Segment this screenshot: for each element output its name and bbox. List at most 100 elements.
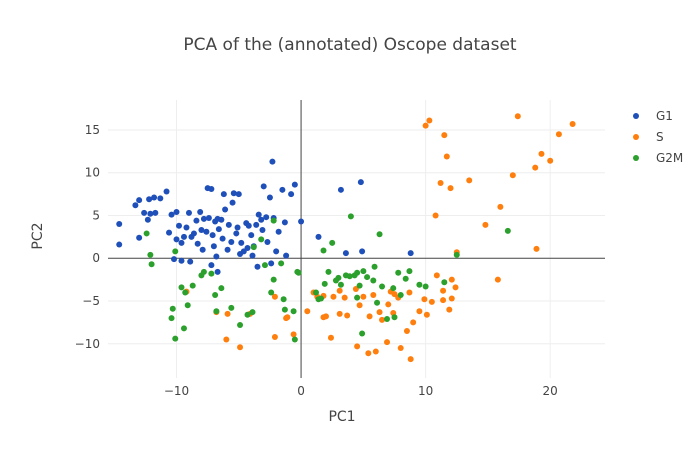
data-point-g1[interactable] bbox=[359, 248, 366, 255]
data-point-g2m[interactable] bbox=[182, 289, 189, 296]
data-point-g1[interactable] bbox=[298, 218, 305, 225]
data-point-g2m[interactable] bbox=[143, 230, 150, 237]
data-point-g1[interactable] bbox=[259, 227, 266, 234]
data-point-g1[interactable] bbox=[198, 227, 205, 234]
data-point-g2m[interactable] bbox=[422, 283, 429, 290]
data-point-g2m[interactable] bbox=[376, 231, 383, 238]
data-point-g1[interactable] bbox=[263, 214, 270, 221]
data-point-g1[interactable] bbox=[291, 181, 298, 188]
data-point-g2m[interactable] bbox=[325, 268, 332, 275]
data-point-g1[interactable] bbox=[136, 234, 143, 241]
data-point-g1[interactable] bbox=[260, 183, 267, 190]
data-point-s[interactable] bbox=[416, 308, 423, 315]
data-point-s[interactable] bbox=[336, 287, 343, 294]
data-point-s[interactable] bbox=[446, 306, 453, 313]
data-point-s[interactable] bbox=[448, 295, 455, 302]
data-point-g2m[interactable] bbox=[364, 274, 371, 281]
data-point-s[interactable] bbox=[290, 331, 297, 338]
data-point-g1[interactable] bbox=[213, 253, 220, 260]
data-point-s[interactable] bbox=[432, 212, 439, 219]
data-point-s[interactable] bbox=[443, 153, 450, 160]
data-point-s[interactable] bbox=[533, 245, 540, 252]
data-point-g2m[interactable] bbox=[268, 289, 275, 296]
data-point-s[interactable] bbox=[569, 120, 576, 127]
data-point-g2m[interactable] bbox=[390, 285, 397, 292]
data-point-s[interactable] bbox=[356, 302, 363, 309]
data-point-s[interactable] bbox=[421, 296, 428, 303]
data-point-s[interactable] bbox=[322, 313, 329, 320]
data-point-g1[interactable] bbox=[230, 190, 237, 197]
data-point-g2m[interactable] bbox=[278, 260, 285, 267]
data-point-g2m[interactable] bbox=[291, 336, 298, 343]
data-point-g1[interactable] bbox=[225, 221, 232, 228]
data-point-s[interactable] bbox=[428, 298, 435, 305]
data-point-g2m[interactable] bbox=[172, 335, 179, 342]
data-point-g1[interactable] bbox=[144, 216, 151, 223]
legend-item-g2m[interactable]: G2M bbox=[633, 151, 683, 165]
data-point-g1[interactable] bbox=[199, 246, 206, 253]
data-point-g2m[interactable] bbox=[402, 275, 409, 282]
data-point-g2m[interactable] bbox=[406, 268, 413, 275]
data-point-g1[interactable] bbox=[219, 235, 226, 242]
data-point-g1[interactable] bbox=[258, 216, 265, 223]
data-point-g2m[interactable] bbox=[332, 277, 339, 284]
data-point-g1[interactable] bbox=[288, 191, 295, 198]
data-point-g2m[interactable] bbox=[416, 281, 423, 288]
data-point-g2m[interactable] bbox=[371, 263, 378, 270]
data-point-g1[interactable] bbox=[214, 268, 221, 275]
data-point-s[interactable] bbox=[466, 177, 473, 184]
data-point-g1[interactable] bbox=[151, 194, 158, 201]
data-point-s[interactable] bbox=[547, 157, 554, 164]
data-point-g1[interactable] bbox=[116, 221, 123, 228]
data-point-s[interactable] bbox=[327, 334, 334, 341]
data-point-g2m[interactable] bbox=[212, 292, 219, 299]
data-point-g1[interactable] bbox=[141, 209, 148, 216]
data-point-g1[interactable] bbox=[200, 215, 207, 222]
data-point-g1[interactable] bbox=[224, 246, 231, 253]
data-point-s[interactable] bbox=[452, 284, 459, 291]
data-point-s[interactable] bbox=[354, 343, 361, 350]
data-point-g1[interactable] bbox=[208, 262, 215, 269]
data-point-g2m[interactable] bbox=[280, 296, 287, 303]
data-point-g1[interactable] bbox=[146, 196, 153, 203]
data-point-s[interactable] bbox=[330, 293, 337, 300]
data-point-g1[interactable] bbox=[185, 209, 192, 216]
legend[interactable]: G1 S G2M bbox=[633, 109, 683, 165]
data-point-g2m[interactable] bbox=[379, 283, 386, 290]
data-point-g1[interactable] bbox=[116, 241, 123, 248]
data-point-s[interactable] bbox=[384, 339, 391, 346]
data-point-g2m[interactable] bbox=[295, 269, 302, 276]
data-point-g2m[interactable] bbox=[218, 285, 225, 292]
data-point-g2m[interactable] bbox=[354, 294, 361, 301]
data-point-g2m[interactable] bbox=[320, 247, 327, 254]
data-point-g1[interactable] bbox=[190, 230, 197, 237]
data-point-g1[interactable] bbox=[222, 206, 229, 213]
data-point-g2m[interactable] bbox=[347, 213, 354, 220]
data-point-g2m[interactable] bbox=[318, 295, 324, 302]
data-point-g1[interactable] bbox=[279, 186, 286, 193]
data-point-g2m[interactable] bbox=[354, 269, 361, 276]
data-point-s[interactable] bbox=[370, 292, 377, 299]
data-point-g1[interactable] bbox=[248, 232, 255, 239]
data-point-s[interactable] bbox=[538, 150, 545, 157]
data-point-g2m[interactable] bbox=[250, 244, 257, 251]
data-point-g1[interactable] bbox=[253, 221, 260, 228]
data-point-g2m[interactable] bbox=[200, 268, 207, 275]
data-point-s[interactable] bbox=[237, 344, 244, 351]
data-point-g2m[interactable] bbox=[184, 302, 191, 309]
data-point-s[interactable] bbox=[422, 122, 429, 129]
data-point-g2m[interactable] bbox=[249, 309, 256, 316]
data-point-g1[interactable] bbox=[178, 239, 185, 246]
data-point-s[interactable] bbox=[532, 164, 539, 171]
data-point-g2m[interactable] bbox=[391, 314, 398, 321]
data-point-s[interactable] bbox=[224, 310, 231, 317]
data-point-g1[interactable] bbox=[176, 222, 182, 229]
data-point-g1[interactable] bbox=[168, 211, 175, 218]
data-point-g1[interactable] bbox=[136, 197, 143, 204]
data-point-g1[interactable] bbox=[183, 224, 190, 231]
data-point-s[interactable] bbox=[423, 311, 430, 318]
data-point-g1[interactable] bbox=[254, 263, 261, 270]
data-point-g2m[interactable] bbox=[213, 308, 220, 315]
data-point-g1[interactable] bbox=[281, 219, 288, 226]
data-point-s[interactable] bbox=[407, 356, 414, 363]
